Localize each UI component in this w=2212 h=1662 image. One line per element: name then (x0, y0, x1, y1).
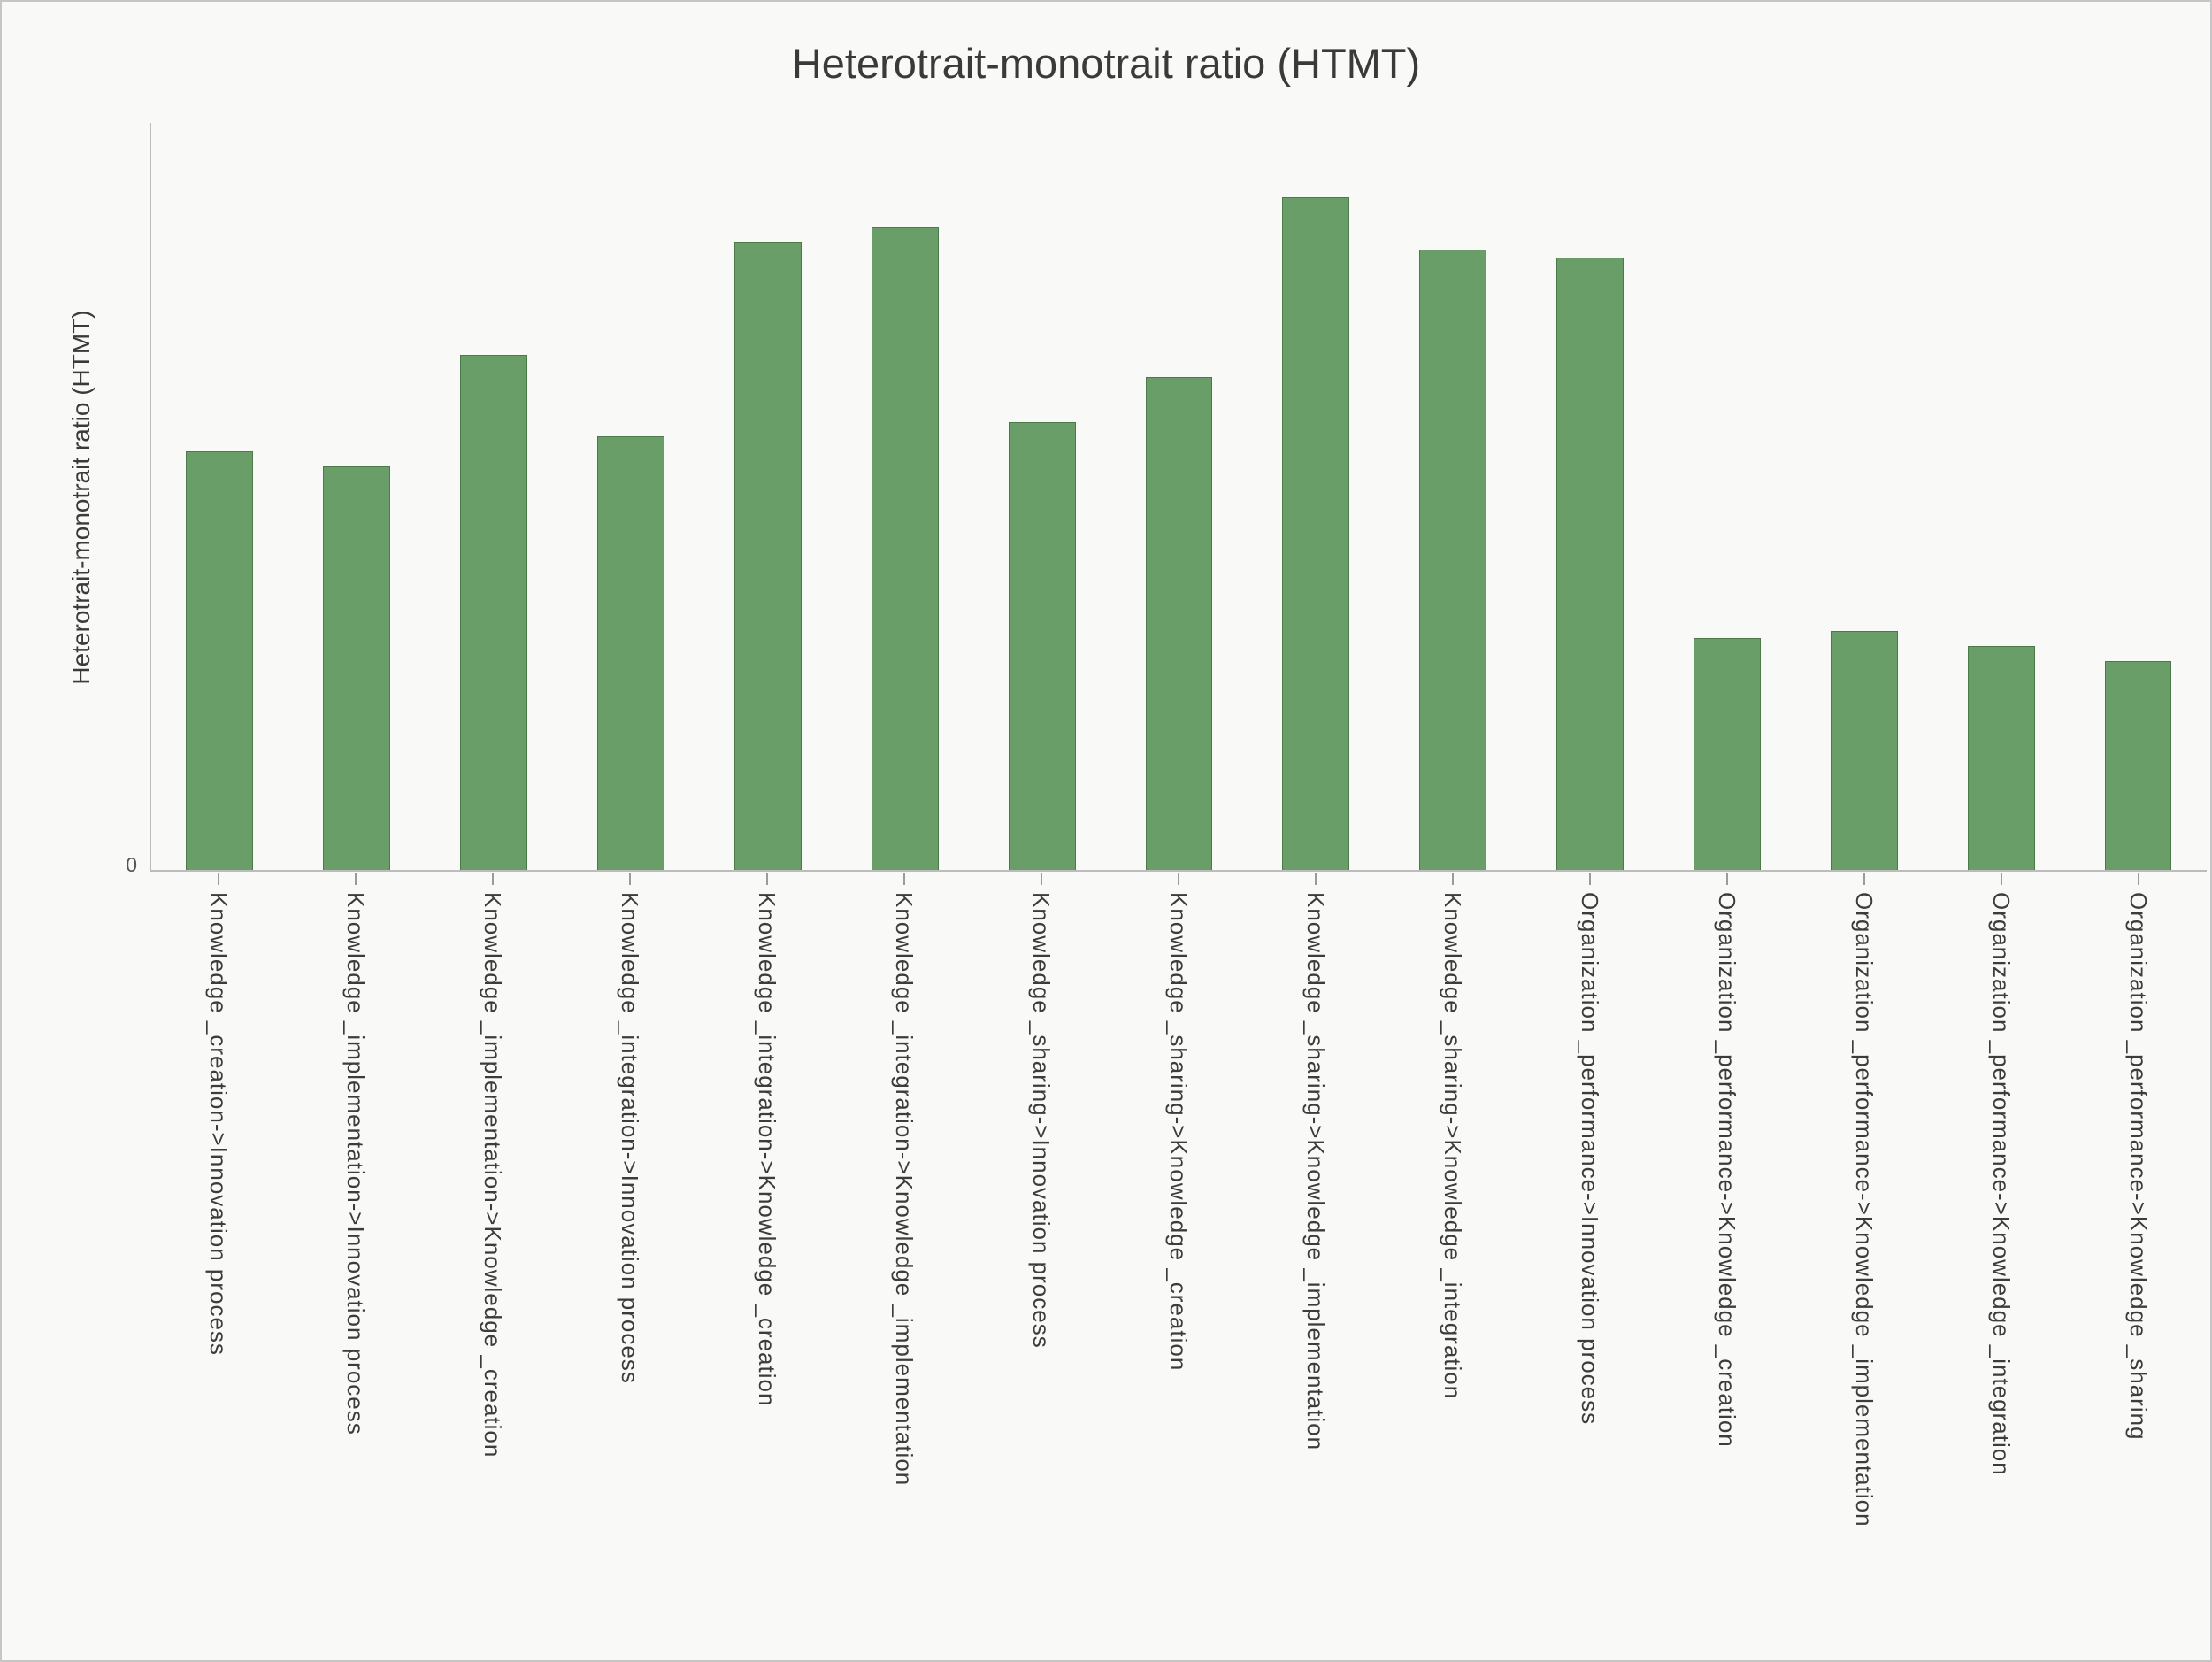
x-label-col-6: Knowledge _sharing->Innovation process (972, 873, 1110, 1660)
bar-col-0 (151, 123, 288, 870)
bar-rect (1830, 630, 1898, 870)
x-axis-tick (1863, 873, 1865, 885)
x-axis-label: Organization _performance->Innovation pr… (1577, 892, 1603, 1426)
x-axis-tick (2000, 873, 2002, 885)
bar-rect (1008, 421, 1076, 870)
x-label-col-1: Knowledge _implementation->Innovation pr… (287, 873, 424, 1660)
bar-col-13 (1932, 123, 2070, 870)
x-label-col-2: Knowledge _implementation->Knowledge _cr… (424, 873, 561, 1660)
x-axis-label: Knowledge _integration->Knowledge _creat… (754, 892, 780, 1407)
x-label-col-11: Organization _performance->Knowledge _cr… (1658, 873, 1795, 1660)
bar-rect (2104, 660, 2172, 870)
x-axis-tick (628, 873, 631, 885)
x-axis-tick (1451, 873, 1454, 885)
x-axis-label: Knowledge _integration->Innovation proce… (617, 892, 643, 1384)
bar-col-7 (1110, 123, 1248, 870)
x-axis-tick (902, 873, 905, 885)
x-axis-tick (491, 873, 494, 885)
bar-col-4 (699, 123, 836, 870)
y-axis-label: Heterotrait-monotrait ratio (HTMT) (67, 310, 95, 685)
bar-col-8 (1248, 123, 1385, 870)
bar-col-9 (1385, 123, 1522, 870)
x-axis-label: Knowledge _sharing->Innovation process (1028, 892, 1055, 1349)
x-axis-tick (1314, 873, 1317, 885)
x-axis-tick (2137, 873, 2139, 885)
bar-col-6 (973, 123, 1110, 870)
x-axis-tick (765, 873, 768, 885)
bar-rect (1419, 250, 1487, 870)
x-axis-label: Knowledge _sharing->Knowledge _integrati… (1440, 892, 1466, 1400)
x-label-col-12: Organization _performance->Knowledge _im… (1795, 873, 1932, 1660)
bar-rect (1556, 257, 1624, 870)
x-axis-label: Organization _performance->Knowledge _im… (1851, 892, 1878, 1527)
x-label-col-8: Knowledge _sharing->Knowledge _implement… (1247, 873, 1384, 1660)
x-axis-tick (1588, 873, 1591, 885)
x-axis-labels: Knowledge _creation->Innovation process K… (150, 873, 2207, 1660)
x-axis-tick (217, 873, 219, 885)
x-axis-tick (1725, 873, 1728, 885)
bar-col-3 (563, 123, 700, 870)
bar-col-10 (1522, 123, 1659, 870)
x-label-col-13: Organization _performance->Knowledge _in… (1932, 873, 2070, 1660)
x-label-col-0: Knowledge _creation->Innovation process (150, 873, 287, 1660)
bar-col-2 (426, 123, 563, 870)
x-axis-label: Knowledge _implementation->Knowledge _cr… (480, 892, 506, 1458)
x-axis-label: Knowledge _sharing->Knowledge _creation (1165, 892, 1192, 1372)
x-axis-label: Organization _performance->Knowledge _sh… (2125, 892, 2152, 1441)
x-label-col-14: Organization _performance->Knowledge _sh… (2070, 873, 2207, 1660)
bar-rect (1693, 638, 1761, 870)
x-axis-label: Knowledge _sharing->Knowledge _implement… (1302, 892, 1329, 1451)
bar-rect (733, 242, 802, 870)
x-axis-tick (1177, 873, 1179, 885)
bar-rect (1145, 376, 1213, 870)
x-label-col-3: Knowledge _integration->Innovation proce… (561, 873, 698, 1660)
x-label-col-4: Knowledge _integration->Knowledge _creat… (698, 873, 835, 1660)
bar-col-11 (1658, 123, 1795, 870)
x-axis-label: Knowledge _implementation->Innovation pr… (342, 892, 369, 1435)
bar-col-14 (2070, 123, 2207, 870)
bar-series (151, 123, 2207, 870)
bar-rect (323, 466, 391, 870)
x-axis-tick (354, 873, 357, 885)
bar-rect (186, 451, 254, 870)
bar-rect (597, 436, 664, 870)
y-axis-tick-zero: 0 (126, 853, 137, 876)
x-axis-label: Organization _performance->Knowledge _cr… (1714, 892, 1740, 1448)
bar-col-1 (288, 123, 426, 870)
bar-rect (460, 354, 528, 870)
bar-rect (871, 227, 939, 870)
x-label-col-10: Organization _performance->Innovation pr… (1521, 873, 1658, 1660)
bar-rect (1967, 645, 2035, 870)
x-axis-label: Knowledge _integration->Knowledge _imple… (891, 892, 918, 1487)
plot-area (150, 123, 2207, 872)
chart-title: Heterotrait-monotrait ratio (HTMT) (791, 40, 1421, 87)
x-axis-label: Organization _performance->Knowledge _in… (1988, 892, 2015, 1476)
bar-col-12 (1795, 123, 1932, 870)
x-label-col-5: Knowledge _integration->Knowledge _imple… (835, 873, 972, 1660)
bar-rect (1282, 197, 1350, 870)
x-label-col-9: Knowledge _sharing->Knowledge _integrati… (1384, 873, 1521, 1660)
bar-col-5 (836, 123, 973, 870)
x-label-col-7: Knowledge _sharing->Knowledge _creation (1110, 873, 1247, 1660)
x-axis-tick (1040, 873, 1042, 885)
x-axis-label: Knowledge _creation->Innovation process (205, 892, 232, 1356)
